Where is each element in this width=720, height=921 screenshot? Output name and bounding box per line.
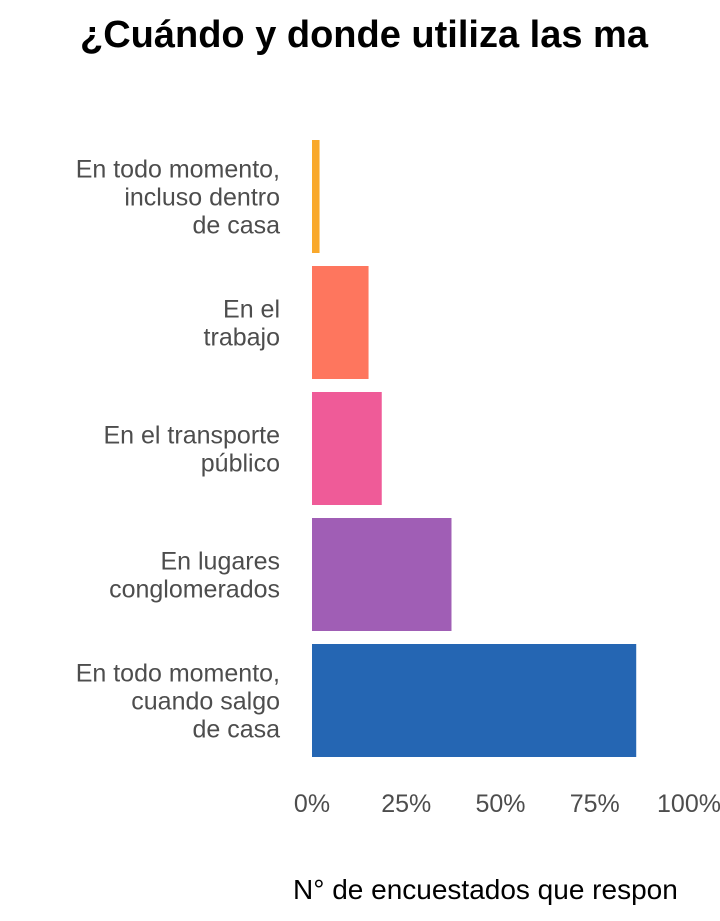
bar-1 (312, 140, 320, 253)
x-axis-ticks: 0% 25% 50% 75% 100% (294, 790, 720, 818)
bar-4 (312, 518, 452, 631)
category-label-line: En lugares (160, 548, 280, 576)
x-tick-label: 75% (570, 790, 620, 818)
bar-3 (312, 392, 382, 505)
category-label-line: En el transporte (104, 422, 281, 450)
category-labels: En todo momento, incluso dentro de casaEn … (76, 156, 280, 744)
chart-title: ¿Cuándo y donde utiliza las ma (80, 14, 649, 56)
bar-2 (312, 266, 369, 379)
category-label-3: En el transporte público (104, 422, 281, 478)
category-label-line: conglomerados (109, 576, 280, 604)
category-label-line: cuando salgo (131, 688, 280, 716)
x-tick-label: 25% (381, 790, 431, 818)
x-tick-label: 50% (475, 790, 525, 818)
category-label-line: En todo momento, (76, 156, 280, 184)
category-label-line: de casa (192, 716, 280, 744)
category-label-line: En el (223, 296, 280, 324)
x-tick-label: 100% (657, 790, 720, 818)
category-label-1: En todo momento, incluso dentro de casa (76, 156, 280, 240)
category-label-line: En todo momento, (76, 660, 280, 688)
bar-5 (312, 644, 637, 757)
x-tick-label: 0% (294, 790, 330, 818)
category-label-line: de casa (192, 212, 280, 240)
category-label-4: En lugares conglomerados (109, 548, 280, 604)
category-label-2: En el trabajo (204, 296, 280, 352)
x-axis-title: N° de encuestados que respon (293, 874, 678, 905)
category-label-5: En todo momento, cuando salgo de casa (76, 660, 280, 744)
category-label-line: público (201, 450, 280, 478)
category-label-line: incluso dentro (124, 184, 280, 212)
bars-group (312, 140, 637, 757)
category-label-line: trabajo (204, 324, 280, 352)
